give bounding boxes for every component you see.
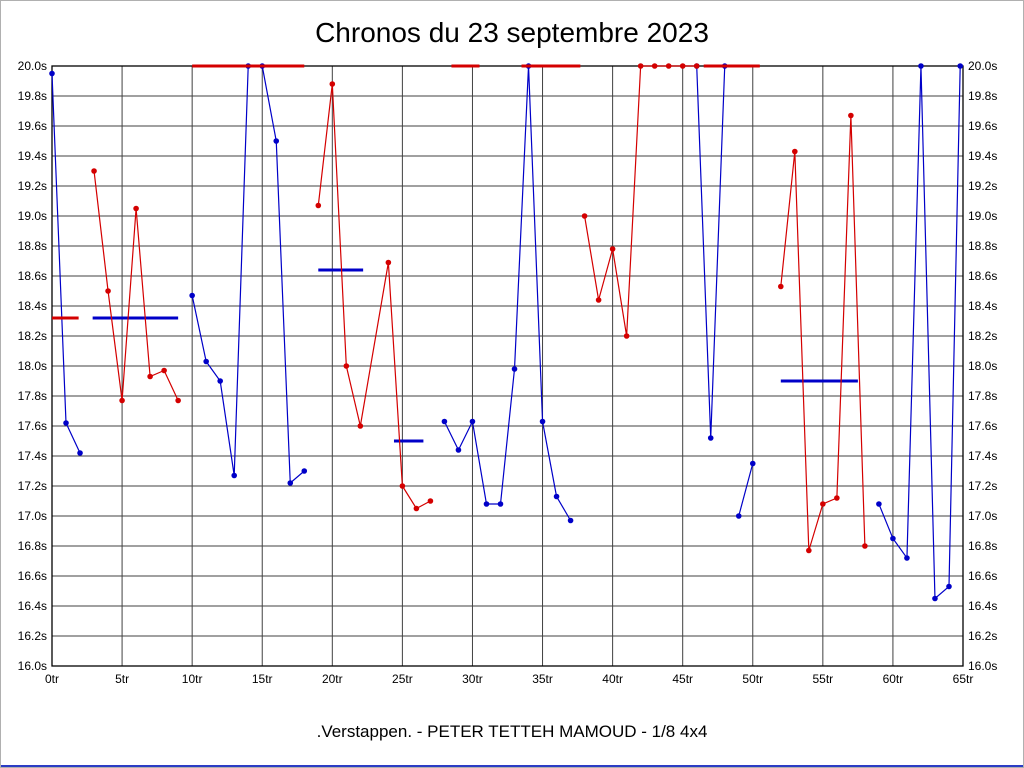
svg-text:45tr: 45tr [672, 672, 693, 686]
svg-text:18.4s: 18.4s [968, 299, 997, 313]
svg-text:19.4s: 19.4s [968, 149, 997, 163]
svg-text:30tr: 30tr [462, 672, 483, 686]
svg-text:16.4s: 16.4s [18, 599, 47, 613]
svg-text:17.0s: 17.0s [968, 509, 997, 523]
svg-text:19.2s: 19.2s [968, 179, 997, 193]
svg-text:35tr: 35tr [532, 672, 553, 686]
svg-text:18.8s: 18.8s [968, 239, 997, 253]
series-0 [49, 63, 963, 602]
svg-text:40tr: 40tr [602, 672, 623, 686]
svg-text:17.0s: 17.0s [18, 509, 47, 523]
svg-text:19.4s: 19.4s [18, 149, 47, 163]
svg-text:25tr: 25tr [392, 672, 413, 686]
svg-text:16.4s: 16.4s [968, 599, 997, 613]
svg-text:19.6s: 19.6s [18, 119, 47, 133]
svg-text:17.8s: 17.8s [968, 389, 997, 403]
svg-text:16.2s: 16.2s [18, 629, 47, 643]
svg-text:65tr: 65tr [953, 672, 974, 686]
svg-text:19.8s: 19.8s [968, 89, 997, 103]
chart-title: Chronos du 23 septembre 2023 [315, 17, 709, 48]
svg-text:20.0s: 20.0s [968, 59, 997, 73]
svg-text:17.4s: 17.4s [968, 449, 997, 463]
svg-text:19.0s: 19.0s [18, 209, 47, 223]
chart-caption: .Verstappen. - PETER TETTEH MAMOUD - 1/8… [316, 722, 708, 741]
svg-text:20tr: 20tr [322, 672, 343, 686]
svg-text:16.6s: 16.6s [968, 569, 997, 583]
svg-text:18.0s: 18.0s [968, 359, 997, 373]
svg-text:15tr: 15tr [252, 672, 273, 686]
svg-text:16.8s: 16.8s [968, 539, 997, 553]
svg-text:16.0s: 16.0s [968, 659, 997, 673]
svg-text:10tr: 10tr [182, 672, 203, 686]
window-bottom-accent [1, 765, 1023, 767]
svg-text:18.6s: 18.6s [968, 269, 997, 283]
svg-text:16.0s: 16.0s [18, 659, 47, 673]
svg-text:17.6s: 17.6s [18, 419, 47, 433]
svg-text:16.6s: 16.6s [18, 569, 47, 583]
svg-text:16.2s: 16.2s [968, 629, 997, 643]
svg-text:18.2s: 18.2s [18, 329, 47, 343]
svg-text:20.0s: 20.0s [18, 59, 47, 73]
svg-text:18.4s: 18.4s [18, 299, 47, 313]
svg-text:18.2s: 18.2s [968, 329, 997, 343]
svg-text:19.6s: 19.6s [968, 119, 997, 133]
series-1 [52, 63, 868, 554]
svg-text:5tr: 5tr [115, 672, 129, 686]
svg-text:17.6s: 17.6s [968, 419, 997, 433]
svg-text:18.8s: 18.8s [18, 239, 47, 253]
svg-text:17.2s: 17.2s [968, 479, 997, 493]
svg-text:19.2s: 19.2s [18, 179, 47, 193]
svg-text:18.0s: 18.0s [18, 359, 47, 373]
svg-text:0tr: 0tr [45, 672, 59, 686]
svg-text:60tr: 60tr [883, 672, 904, 686]
chart-grid: 16.0s 16.0s 16.2s 16.2s 16.4s 16.4s 16.6s 16.6s… [18, 59, 998, 686]
svg-text:19.0s: 19.0s [968, 209, 997, 223]
svg-text:50tr: 50tr [742, 672, 763, 686]
svg-text:17.4s: 17.4s [18, 449, 47, 463]
svg-text:55tr: 55tr [813, 672, 834, 686]
svg-text:19.8s: 19.8s [18, 89, 47, 103]
svg-text:17.2s: 17.2s [18, 479, 47, 493]
svg-text:17.8s: 17.8s [18, 389, 47, 403]
svg-text:16.8s: 16.8s [18, 539, 47, 553]
svg-text:18.6s: 18.6s [18, 269, 47, 283]
